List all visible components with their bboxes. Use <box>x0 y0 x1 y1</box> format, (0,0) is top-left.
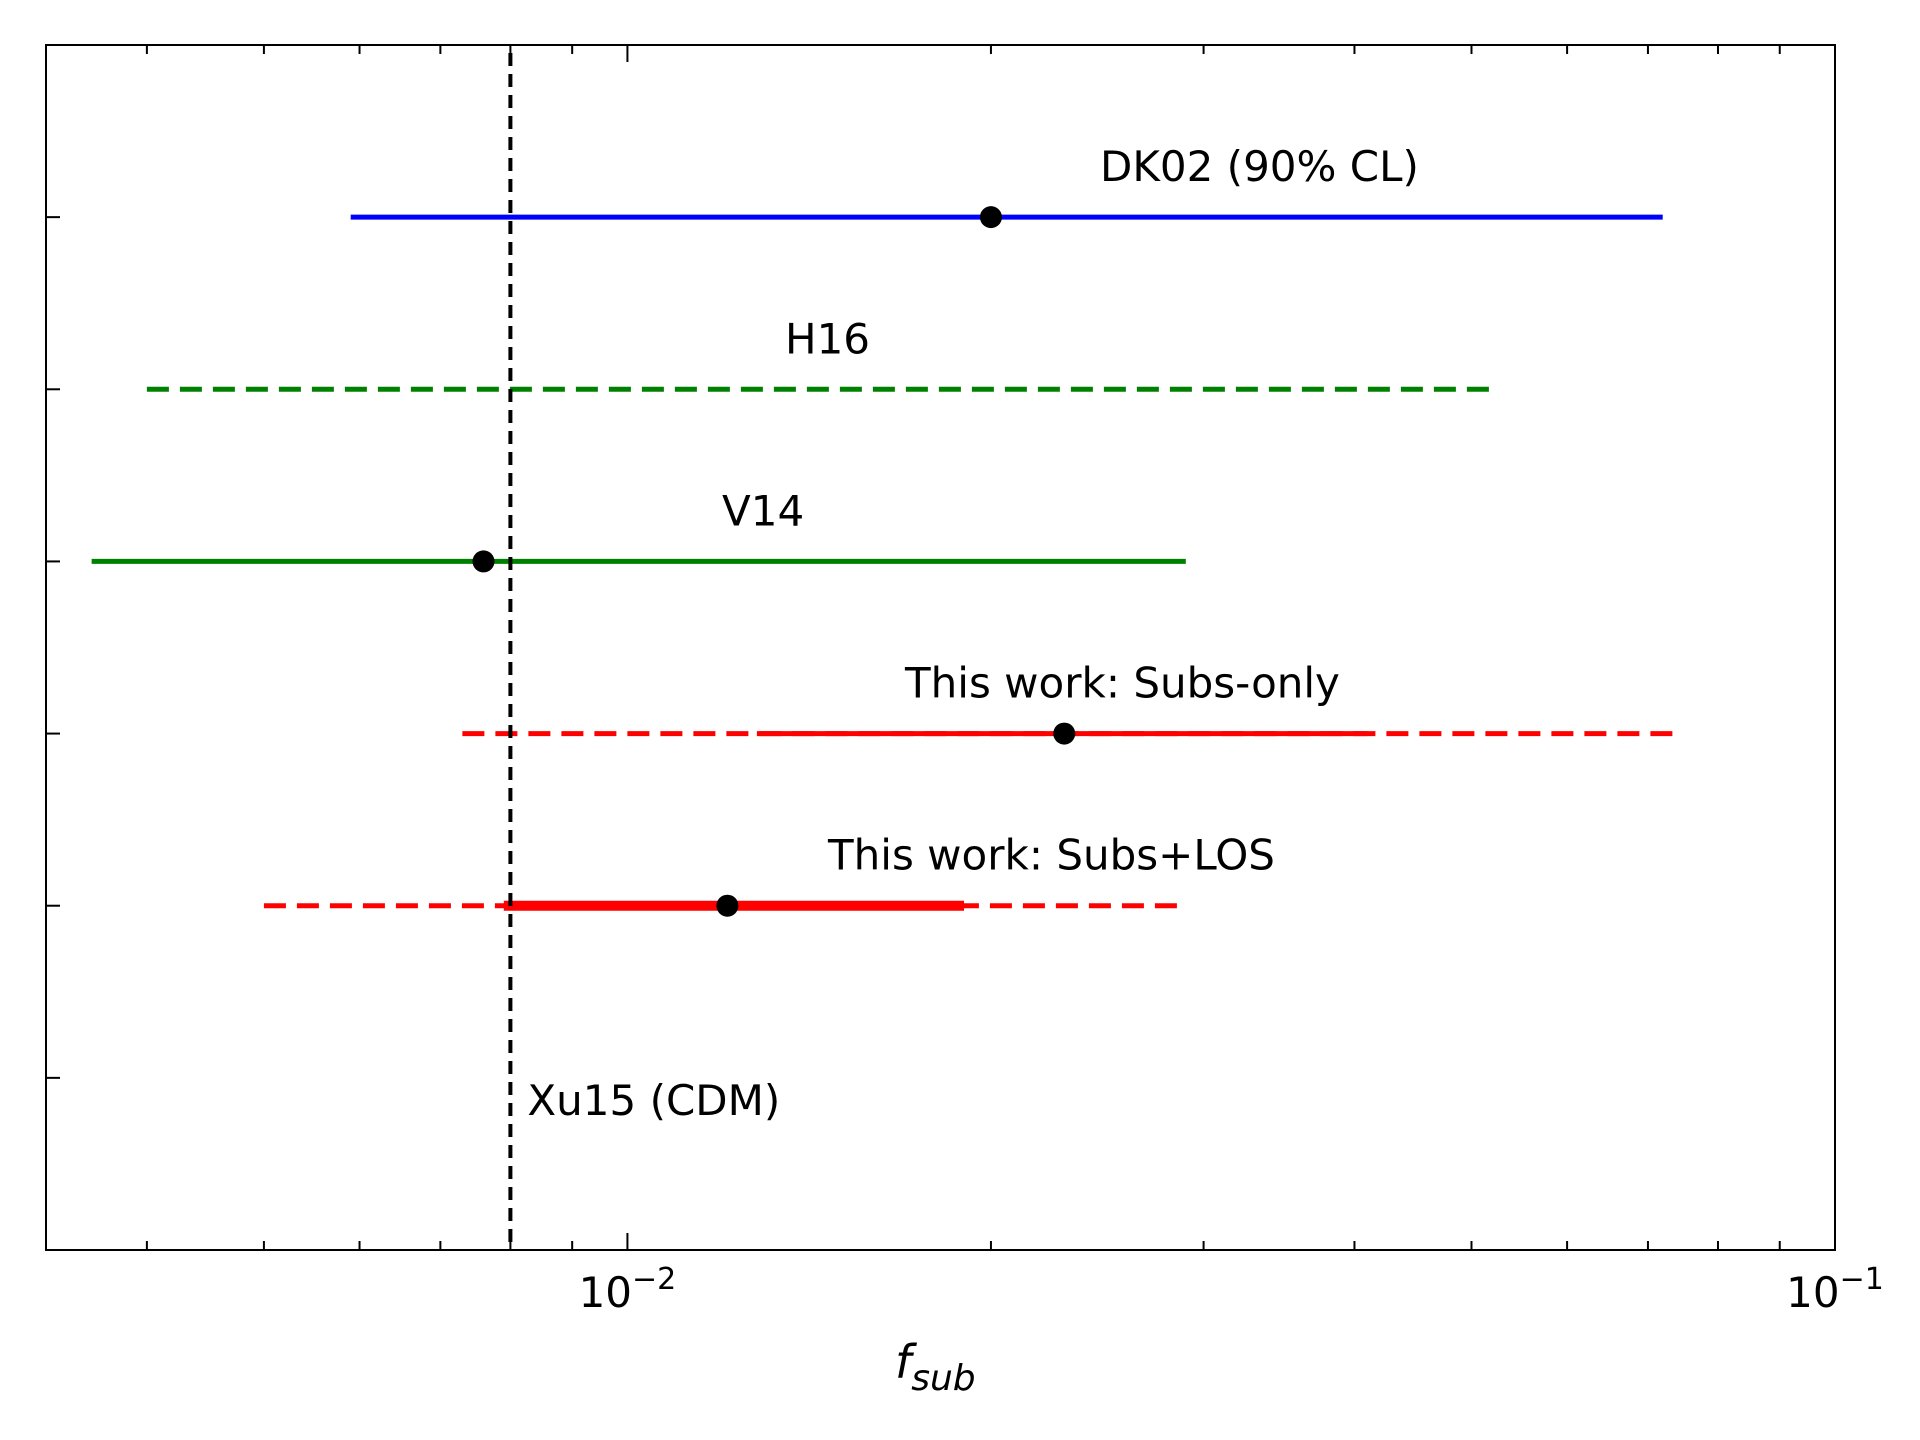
x-tick-label: 10−2 <box>579 1262 677 1317</box>
series-label: This work: Subs-only <box>904 659 1340 708</box>
errorbar-point <box>979 206 1002 229</box>
x-tick-label-base: 10 <box>1786 1268 1839 1317</box>
x-tick-label-base: 10 <box>579 1268 632 1317</box>
x-tick-label-exponent: −1 <box>1840 1262 1884 1297</box>
series-layer: DK02 (90% CL) H16 V14 This work: Subs-only T… <box>91 142 1678 917</box>
x-axis-label-sub: sub <box>911 1358 975 1399</box>
plot-frame <box>45 44 1836 1251</box>
reference-layer: Xu15 (CDM) <box>508 53 780 1250</box>
series-label: V14 <box>722 486 804 535</box>
series-label: H16 <box>785 314 870 363</box>
x-tick-label-exponent: −2 <box>632 1262 676 1297</box>
x-minor-ticks <box>145 45 1781 1250</box>
reference-line-label: Xu15 (CDM) <box>527 1076 780 1125</box>
x-axis-label: fsub <box>895 1335 976 1399</box>
errorbar-point <box>716 894 739 917</box>
errorbar-point <box>1053 722 1076 745</box>
errorbar-point <box>472 550 495 573</box>
y-ticks <box>46 216 60 1079</box>
x-major-ticks <box>626 45 1836 1250</box>
series-label: DK02 (90% CL) <box>1100 142 1419 191</box>
x-tick-labels: 10−2 10−1 <box>579 1262 1884 1317</box>
series-label: This work: Subs+LOS <box>827 831 1275 880</box>
x-tick-label: 10−1 <box>1786 1262 1884 1317</box>
